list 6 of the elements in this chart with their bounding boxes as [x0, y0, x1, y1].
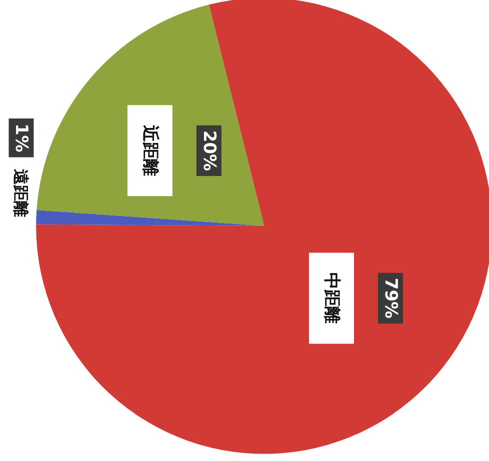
data-label: 79% [380, 278, 401, 319]
slice-label: 近距離 [140, 124, 160, 176]
data-label: 20% [198, 130, 219, 172]
data-label: 1% [11, 123, 32, 152]
slice-label: 中距離 [322, 272, 342, 324]
slice-label: 遠距離 [12, 168, 31, 217]
